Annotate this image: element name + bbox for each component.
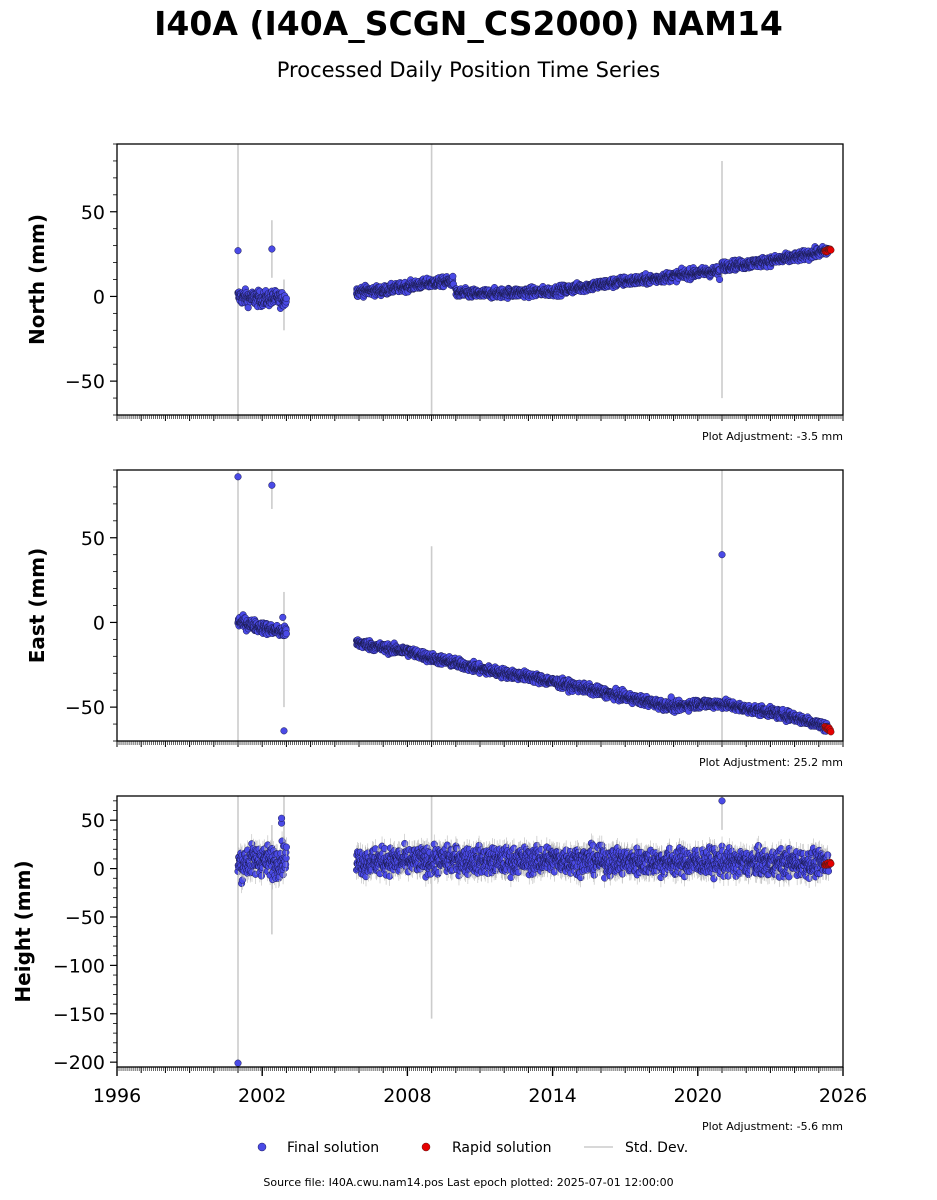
final-point-outlier — [234, 473, 242, 481]
page-subtitle: Processed Daily Position Time Series — [276, 58, 661, 82]
final-point-outlier — [718, 551, 726, 559]
final-solution-points — [234, 797, 833, 1067]
y-tick-label: 50 — [81, 202, 105, 224]
final-point-outlier — [279, 613, 287, 621]
page-title: I40A (I40A_SCGN_CS2000) NAM14 — [154, 4, 783, 43]
final-point-outlier — [716, 275, 724, 284]
final-point — [238, 876, 246, 884]
plot-area — [234, 470, 835, 741]
rapid-point — [827, 246, 835, 254]
plot-adjustment-note: Plot Adjustment: -3.5 mm — [702, 430, 843, 443]
final-point — [449, 272, 457, 280]
plot-area — [234, 796, 835, 1067]
final-point-outlier — [280, 727, 288, 735]
panel-0: 50 0 −50 North (mm) Plot Adjustment: -3.5 mm — [25, 143, 844, 443]
rapid-point — [827, 728, 835, 736]
final-point-outlier — [234, 247, 242, 255]
panel-1: 50 0 −50 East (mm) Plot Adjustment: 25.2 mm — [25, 469, 844, 769]
final-point-outlier — [268, 245, 276, 253]
final-solution-points — [234, 473, 833, 735]
final-point — [282, 630, 290, 638]
y-tick-label: 50 — [81, 528, 105, 550]
final-point-outlier — [667, 693, 675, 701]
y-tick-label: 0 — [93, 286, 105, 308]
final-solution-points — [234, 243, 833, 312]
y-tick-label: −50 — [65, 371, 105, 393]
y-axis-label: North (mm) — [25, 214, 49, 345]
panel-frame — [116, 143, 844, 416]
y-tick-label: −50 — [65, 697, 105, 719]
final-point — [282, 294, 290, 303]
plot-adjustment-note: Plot Adjustment: 25.2 mm — [699, 756, 843, 769]
y-axis-label: East (mm) — [25, 548, 49, 664]
plot-area — [234, 144, 835, 415]
y-tick-label: 0 — [93, 612, 105, 634]
final-point-outlier — [268, 481, 276, 489]
